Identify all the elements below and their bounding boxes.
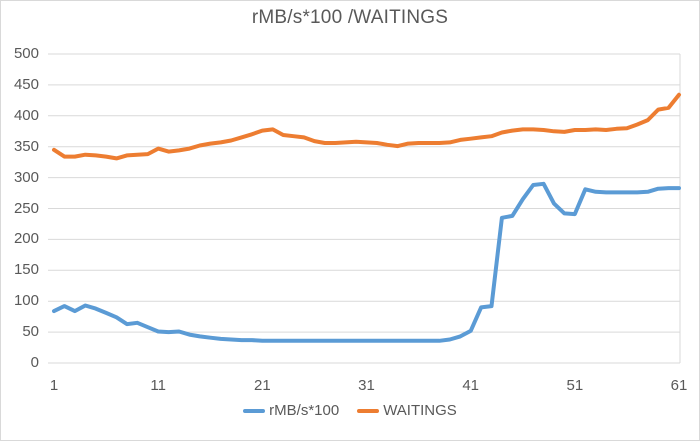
y-tick-label: 350	[13, 137, 39, 155]
legend-marker-blue-icon	[243, 408, 266, 413]
legend-item-rmb: rMB/s*100	[243, 402, 339, 419]
y-tick-label: 400	[13, 106, 39, 124]
legend-label-waitings: WAITINGS	[383, 402, 457, 419]
x-tick-label: 11	[150, 377, 166, 394]
x-tick-label: 21	[253, 377, 271, 394]
y-tick-label: 300	[13, 168, 39, 186]
y-tick-label: 150	[13, 261, 39, 279]
y-tick-label: 250	[13, 199, 39, 217]
legend-marker-orange-icon	[357, 408, 380, 413]
chart-title: rMB/s*100 /WAITINGS	[251, 7, 449, 28]
y-tick-label: 50	[22, 323, 39, 341]
y-tick-label: 0	[30, 354, 39, 371]
y-tick-label: 100	[13, 292, 39, 310]
legend: rMB/s*100 WAITINGS	[1, 402, 699, 419]
y-tick-label: 500	[13, 45, 39, 62]
y-tick-label: 450	[13, 75, 39, 93]
legend-label-rmb: rMB/s*100	[269, 402, 340, 419]
legend-item-waitings: WAITINGS	[357, 402, 457, 419]
x-tick-label: 41	[462, 377, 479, 394]
y-tick-label: 200	[13, 230, 39, 248]
series-line-1	[52, 92, 681, 161]
x-tick-label: 61	[670, 377, 688, 394]
x-tick-label: 31	[358, 377, 375, 394]
x-tick-label: 1	[49, 377, 59, 394]
x-tick-label: 51	[566, 377, 584, 394]
series-line-0	[52, 181, 681, 343]
